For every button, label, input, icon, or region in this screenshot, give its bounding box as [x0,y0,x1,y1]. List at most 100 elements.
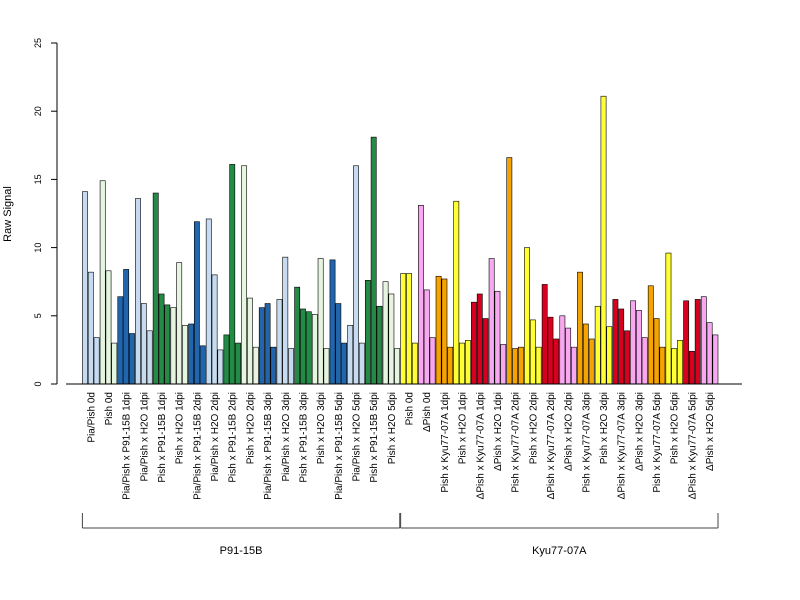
bar [524,247,530,385]
bar [164,304,171,385]
bar [464,340,471,385]
bar [93,337,100,385]
bar [247,297,253,385]
bar [423,289,430,385]
bar [353,165,359,385]
bar-group [524,247,542,385]
bar [559,315,566,385]
bar-group [258,303,277,385]
bar-group [223,164,241,385]
bar [535,346,542,385]
bar-group [400,273,418,385]
x-tick-label: ΔPish x H2O 1dpi [493,392,504,471]
x-tick-label: Pish x P91-15B 3dpi [298,392,309,483]
bar [694,299,701,385]
x-tick-label: Pish x Kyu77-07A 3dpi [581,392,592,493]
bar [582,323,589,385]
section-brackets: P91-15B Kyu77-07A [81,513,719,557]
bar-group [435,275,454,385]
bar [364,280,371,385]
bar [624,330,630,385]
bar [235,342,241,385]
bar-group [506,157,524,385]
section-bracket: Kyu77-07A [400,513,719,557]
bar [282,256,289,385]
bar [158,293,165,385]
bar [665,252,672,385]
bar [594,305,601,385]
bar [712,334,719,385]
bar [429,337,436,385]
bar [358,342,365,385]
x-tick-label: Pish x H2O 1dpi [458,392,469,464]
x-tick-label: Pia/Pish x P91-15B 3dpi [263,392,274,500]
x-tick-label: ΔPish x Kyu77-07A 5dpi [687,392,698,499]
bar [270,346,277,385]
bar [400,273,407,385]
x-tick-label: Pish x P91-15B 1dpi [157,392,168,483]
bar [683,300,690,385]
bar [182,325,188,385]
bar [129,333,135,385]
x-tick-label: Pish x H2O 3dpi [316,392,327,464]
bar [99,180,106,385]
bar [193,221,200,385]
bar [335,303,342,385]
bar-group [453,200,471,385]
bar [223,334,230,385]
bar [105,270,112,385]
bar [152,192,159,385]
bar-group [683,299,701,385]
bar-group [82,191,100,385]
bar-group [577,271,595,385]
bar [146,330,153,385]
bar-group [311,258,330,385]
bar [671,348,678,385]
bar-group [630,300,648,385]
y-tick-label: 0 [33,381,43,386]
y-tick-label: 10 [33,243,43,253]
x-tick-label: ΔPish x H2O 3dpi [634,392,645,471]
bar [406,273,412,385]
y-tick-label: 5 [33,313,43,318]
bar [641,337,648,385]
section-label: Kyu77-07A [532,545,587,557]
bar [170,307,177,385]
x-tick-label: ΔPish x H2O 5dpi [705,392,716,471]
bar [300,308,306,385]
bar-group [471,293,489,385]
bar [630,300,636,385]
bar [411,342,418,385]
bar [264,303,271,385]
x-tick-label: Pia/Pish x H2O 3dpi [281,392,292,482]
x-tick-label: Pia/Pish x P91-15B 1dpi [122,392,133,500]
bar-group [488,258,507,385]
y-tick-label: 20 [33,106,43,116]
x-tick-label: Pish x H2O 3dpi [599,392,610,464]
x-tick-label: Pia/Pish x P91-15B 2dpi [192,392,203,500]
bar-group [152,192,171,385]
bar [518,346,524,385]
bar [500,344,507,385]
bar [317,258,324,385]
bar [494,290,501,385]
bar [111,342,118,385]
bar [647,285,654,385]
bar [370,136,377,385]
bar-group [541,284,560,385]
bar [276,299,283,385]
x-tick-label: Pia/Pish x H2O 5dpi [352,392,363,482]
bar [305,311,312,385]
bar [488,258,495,385]
bar-group [364,136,383,385]
bar [329,259,336,385]
bar [199,345,206,385]
x-tick-label: Pish 0d [405,392,416,425]
bar [547,316,554,385]
bar [205,218,212,385]
x-tick-label: ΔPish x Kyu77-07A 1dpi [475,392,486,499]
bar-group [418,205,436,385]
bar [529,319,536,385]
bar [588,338,595,385]
bar [311,314,318,385]
